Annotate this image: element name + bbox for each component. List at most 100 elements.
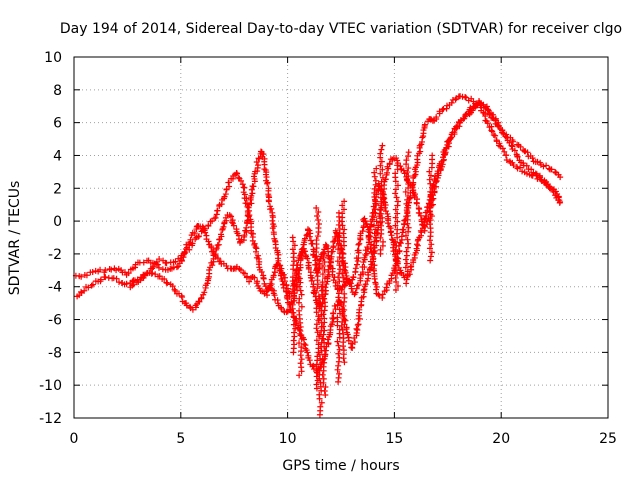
data-point: [394, 218, 401, 225]
data-point: [255, 162, 262, 169]
data-point: [298, 303, 305, 310]
data-point: [352, 289, 359, 296]
data-point: [195, 233, 202, 240]
data-point: [191, 230, 198, 237]
data-point: [220, 223, 227, 230]
data-point: [372, 226, 379, 233]
data-point: [186, 241, 193, 248]
data-point: [355, 254, 362, 261]
data-point: [238, 177, 245, 184]
data-point: [403, 157, 410, 164]
data-point: [428, 184, 435, 191]
data-point: [251, 274, 258, 281]
data-point: [378, 198, 385, 205]
data-point: [320, 323, 327, 330]
data-point: [89, 268, 96, 275]
data-point: [234, 170, 241, 177]
data-point: [362, 281, 369, 288]
data-point: [236, 239, 243, 246]
data-point: [426, 176, 433, 183]
data-point: [449, 129, 456, 136]
data-point: [291, 258, 298, 265]
data-point: [356, 240, 363, 247]
data-point: [189, 306, 196, 313]
data-point: [283, 309, 290, 316]
data-point: [524, 149, 531, 156]
data-point: [353, 285, 360, 292]
data-point: [408, 263, 415, 270]
data-point: [514, 153, 521, 160]
data-point: [205, 222, 212, 229]
data-point: [428, 213, 435, 220]
data-point: [322, 291, 329, 298]
x-axis-label: GPS time / hours: [282, 458, 399, 474]
data-point: [320, 375, 327, 382]
data-point: [315, 261, 322, 268]
data-point: [427, 217, 434, 224]
data-point: [335, 362, 342, 369]
data-point: [355, 321, 362, 328]
data-point: [392, 246, 399, 253]
data-point: [345, 337, 352, 344]
data-point: [548, 166, 555, 173]
data-point: [448, 99, 455, 106]
data-point: [359, 228, 366, 235]
data-point: [296, 295, 303, 302]
data-point: [201, 225, 208, 232]
data-point: [289, 234, 296, 241]
data-point: [228, 219, 235, 226]
data-point: [341, 306, 348, 313]
data-point: [403, 200, 410, 207]
data-point: [360, 293, 367, 300]
data-point: [356, 306, 363, 313]
data-point: [403, 260, 410, 267]
data-point: [371, 262, 378, 269]
data-point: [290, 280, 297, 287]
data-point: [320, 331, 327, 338]
data-point: [392, 186, 399, 193]
data-point: [371, 169, 378, 176]
data-point: [322, 383, 329, 390]
data-point: [314, 257, 321, 264]
data-point: [463, 94, 470, 101]
data-point: [394, 162, 401, 169]
data-point: [322, 241, 329, 248]
data-point: [317, 403, 324, 410]
data-point: [417, 212, 424, 219]
data-point: [163, 260, 170, 267]
data-point: [371, 173, 378, 180]
data-point: [342, 269, 349, 276]
data-point: [319, 371, 326, 378]
data-point: [304, 349, 311, 356]
data-point: [433, 114, 440, 121]
data-point: [206, 266, 213, 273]
data-point: [97, 266, 104, 273]
data-point: [401, 217, 408, 224]
data-point: [438, 158, 445, 165]
data-point: [377, 206, 384, 213]
data-point: [392, 274, 399, 281]
data-point: [517, 164, 524, 171]
data-point: [392, 238, 399, 245]
data-point: [222, 191, 229, 198]
data-point: [421, 216, 428, 223]
data-point: [359, 269, 366, 276]
data-point: [405, 149, 412, 156]
data-point: [173, 264, 180, 271]
data-point: [392, 170, 399, 177]
data-point: [298, 291, 305, 298]
data-point: [89, 281, 96, 288]
data-point: [316, 391, 323, 398]
y-tick-label: 8: [53, 83, 62, 99]
data-point: [373, 283, 380, 290]
data-point: [339, 246, 346, 253]
data-point: [405, 173, 412, 180]
data-point: [379, 174, 386, 181]
data-point: [339, 327, 346, 334]
data-point: [265, 198, 272, 205]
data-point: [533, 171, 540, 178]
data-point: [336, 370, 343, 377]
data-point: [241, 184, 248, 191]
data-point: [290, 321, 297, 328]
